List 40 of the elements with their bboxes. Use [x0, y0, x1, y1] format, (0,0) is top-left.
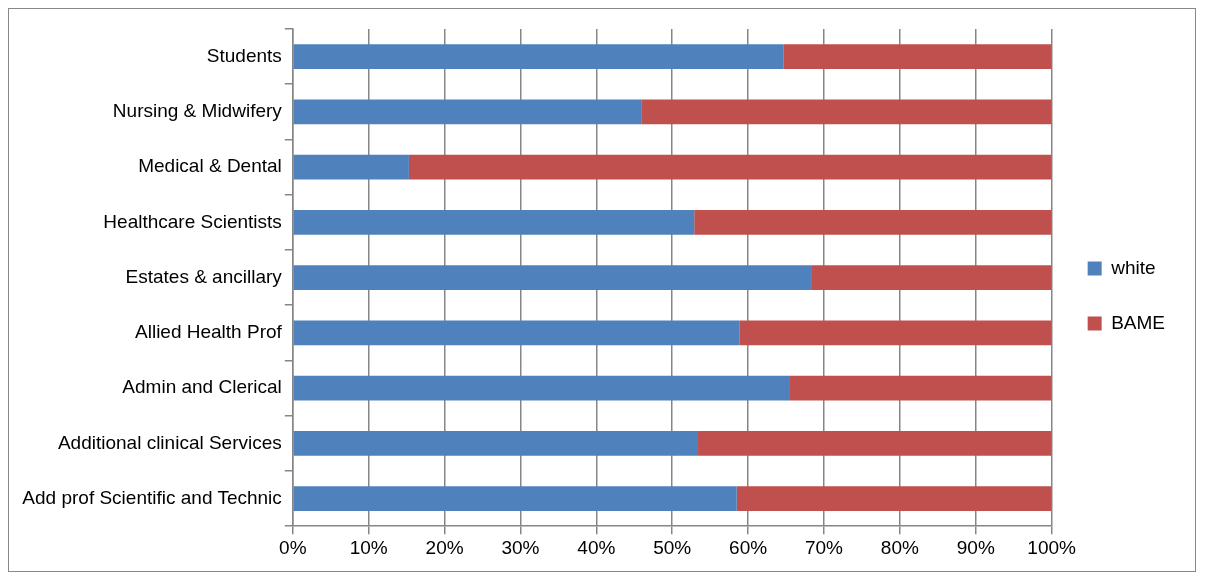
bar — [293, 265, 812, 291]
y-tick-label: Estates & ancillary — [125, 265, 283, 287]
legend-label: BAME — [1111, 311, 1166, 333]
bar — [408, 154, 1052, 180]
y-tick-label: Add prof Scientific and Technic — [22, 486, 282, 508]
bar — [783, 44, 1052, 70]
x-tick-label: 30% — [501, 536, 540, 558]
bar — [293, 430, 699, 456]
x-tick-label: 90% — [956, 536, 995, 558]
bar — [694, 209, 1052, 235]
x-tick-label: 70% — [804, 536, 844, 558]
bar — [811, 265, 1052, 291]
bar — [789, 375, 1052, 401]
bar — [293, 320, 740, 346]
x-tick-label: 0% — [279, 536, 307, 558]
x-tick-label: 20% — [425, 536, 464, 558]
y-tick-label: Students — [206, 44, 282, 66]
y-tick-label: Allied Health Prof — [135, 321, 283, 343]
bar — [698, 430, 1052, 456]
x-tick-label: 60% — [729, 536, 768, 558]
bar — [293, 375, 790, 401]
y-tick-label: Medical & Dental — [138, 155, 282, 177]
y-tick-label: Admin and Clerical — [122, 376, 282, 398]
bar — [739, 320, 1052, 346]
x-tick-label: 50% — [653, 536, 692, 558]
y-tick-label: Nursing & Midwifery — [112, 100, 283, 122]
x-tick-label: 100% — [1027, 536, 1077, 558]
x-tick-label: 80% — [880, 536, 919, 558]
bar — [736, 486, 1052, 512]
bar — [293, 486, 737, 512]
bar — [293, 154, 409, 180]
y-tick-label: Additional clinical Services — [57, 431, 282, 453]
bar — [293, 44, 784, 70]
y-tick-label: Healthcare Scientists — [103, 210, 282, 232]
bar — [641, 99, 1052, 125]
x-tick-label: 10% — [349, 536, 388, 558]
bar — [293, 209, 695, 235]
x-tick-label: 40% — [577, 536, 616, 558]
legend-label: white — [1110, 256, 1156, 278]
bar — [293, 99, 642, 125]
